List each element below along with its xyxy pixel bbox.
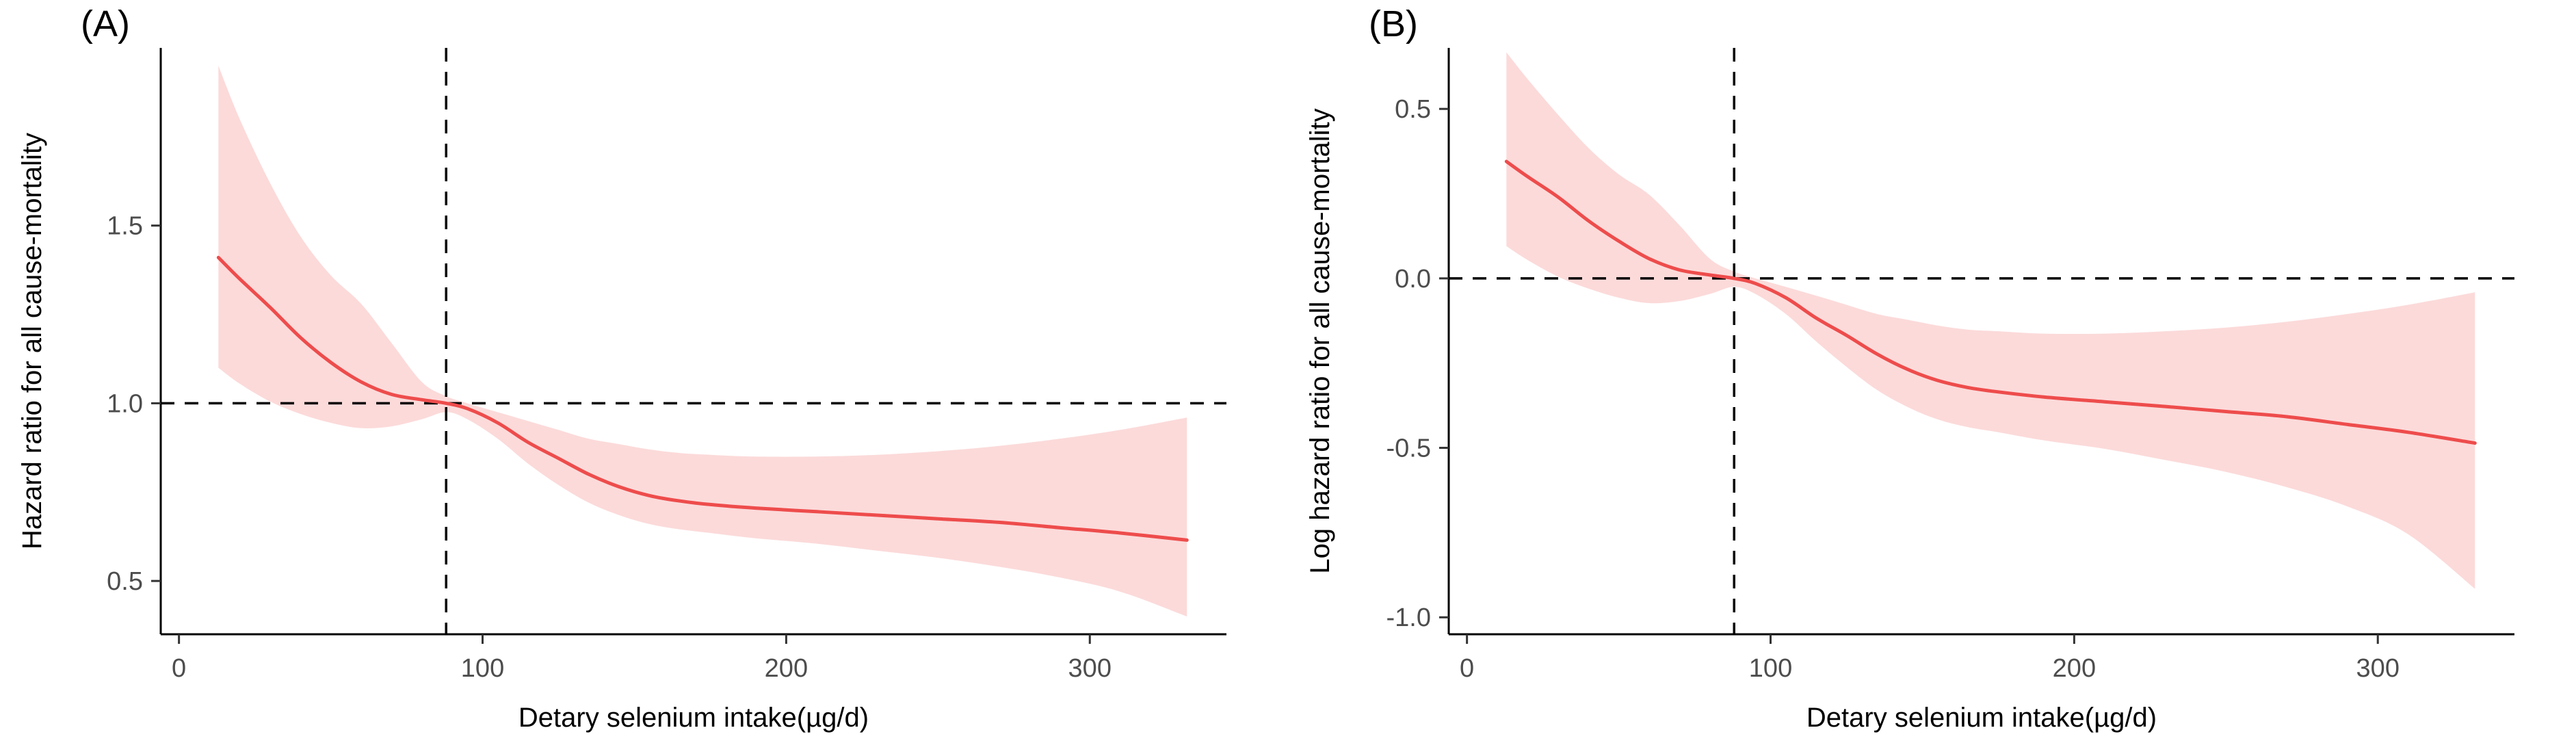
panel-b-chart: 0 100 200 300 -1.0 -0.5 0.0 0.5 Detary selenium …: [1305, 48, 2514, 733]
y-tick-label: 0.5: [1395, 95, 1431, 124]
x-tick-label: 0: [172, 654, 186, 683]
panel-a-label: (A): [81, 3, 130, 44]
y-axis-title: Hazard ratio for all cause-mortality: [17, 133, 47, 549]
confidence-band: [218, 66, 1187, 616]
y-tick-label: -0.5: [1386, 434, 1431, 463]
y-axis-title: Log hazard ratio for all cause-mortality: [1305, 108, 1335, 573]
x-tick-label: 300: [1068, 654, 1112, 683]
x-axis-title: Detary selenium intake(µg/d): [1806, 703, 2157, 733]
y-tick-label: -1.0: [1386, 603, 1431, 632]
y-tick-label: 1.0: [107, 389, 143, 418]
confidence-band: [1506, 52, 2475, 589]
panel-b: (B) 0 100 200 300 -1.0 -0.5 0.0 0.5 Detary selen…: [1288, 0, 2576, 754]
x-tick-label: 300: [2356, 654, 2400, 683]
panel-a: (A) 0 100 200 300 0.5 1.0 1.5 Detary selenium i…: [17, 3, 1226, 733]
spline-curve: [216, 255, 1189, 542]
x-axis-title: Detary selenium intake(µg/d): [518, 703, 869, 733]
x-tick-label: 100: [461, 654, 504, 683]
y-tick-label: 1.5: [107, 212, 143, 241]
spline-curve: [1504, 159, 2477, 445]
x-tick-label: 0: [1460, 654, 1474, 683]
x-tick-label: 200: [2053, 654, 2096, 683]
y-tick-label: 0.0: [1395, 265, 1431, 294]
panel-b-label: (B): [1369, 3, 1418, 44]
x-tick-label: 100: [1749, 654, 1792, 683]
y-tick-label: 0.5: [107, 567, 143, 596]
x-tick-label: 200: [765, 654, 808, 683]
panel-a-chart: 0 100 200 300 0.5 1.0 1.5 Detary selenium intak…: [17, 48, 1226, 733]
